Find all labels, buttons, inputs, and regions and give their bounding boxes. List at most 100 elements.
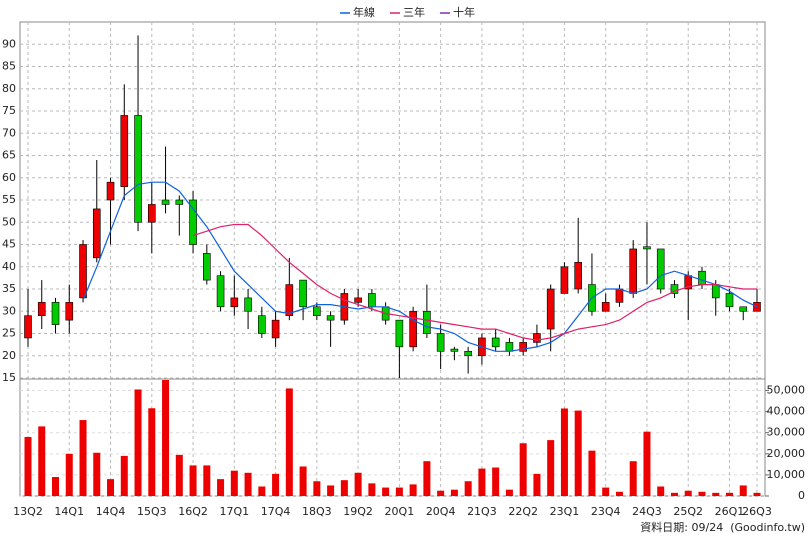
y2-tick-label: 40,000 xyxy=(767,405,806,418)
volume-bar xyxy=(354,472,362,496)
x-tick-label: 16Q2 xyxy=(178,505,208,518)
volume-bar xyxy=(327,485,335,496)
volume-bar xyxy=(588,450,596,496)
candle-body xyxy=(313,306,321,316)
candle-body xyxy=(189,199,197,245)
candle-body xyxy=(615,288,624,303)
volume-bar xyxy=(285,388,293,496)
y2-tick-label: 20,000 xyxy=(767,447,806,460)
candle-body xyxy=(670,284,679,294)
volume-bar xyxy=(409,484,417,496)
candle-body xyxy=(65,302,74,321)
candle-body xyxy=(120,115,129,187)
candle-body xyxy=(24,315,32,339)
y-tick-label: 60 xyxy=(2,171,16,184)
volume-bar xyxy=(629,461,637,496)
candle-body xyxy=(147,204,156,223)
y-tick-label: 15 xyxy=(2,371,16,384)
y-tick-label: 35 xyxy=(2,282,16,295)
y2-tick-label: 30,000 xyxy=(767,426,806,439)
candle-body xyxy=(643,246,651,250)
candle-body xyxy=(92,208,101,259)
volume-bar xyxy=(203,465,211,496)
y-tick-label: 20 xyxy=(2,349,16,362)
candle-body xyxy=(656,248,665,290)
x-tick-label: 26Q3 xyxy=(742,505,772,518)
volume-bar xyxy=(684,490,692,496)
candle-body xyxy=(436,333,445,352)
footnote: 資料日期: 09/24 (Goodinfo.tw) xyxy=(640,520,805,534)
volume-bar xyxy=(547,440,555,496)
candle-body xyxy=(51,302,60,325)
candle-body xyxy=(423,310,431,334)
volume-bar xyxy=(753,492,761,496)
volume-bar xyxy=(272,473,280,496)
candle-body xyxy=(354,297,362,303)
volume-bar xyxy=(519,443,527,496)
candle-body xyxy=(258,315,266,334)
candle-body xyxy=(79,244,87,299)
candle-body xyxy=(134,115,142,223)
x-tick-label: 17Q1 xyxy=(219,505,249,518)
y-tick-label: 75 xyxy=(2,104,16,117)
y2-tick-label: 10,000 xyxy=(767,468,806,481)
volume-bar xyxy=(382,487,390,496)
y-tick-label: 25 xyxy=(2,327,16,340)
y-tick-label: 40 xyxy=(2,260,16,273)
candle-body xyxy=(519,342,527,352)
volume-bar xyxy=(340,480,348,496)
volume-bar xyxy=(38,426,46,496)
legend-label: 年線 xyxy=(353,5,375,19)
candle-body xyxy=(161,199,170,205)
x-tick-label: 25Q2 xyxy=(673,505,703,518)
candle-body xyxy=(725,293,734,308)
candle-body xyxy=(753,302,761,312)
legend-label: 三年 xyxy=(403,5,425,19)
volume-bar xyxy=(698,491,706,496)
candle-body xyxy=(285,284,294,316)
candle-body xyxy=(244,297,252,312)
legend-label: 十年 xyxy=(453,5,475,19)
volume-bar xyxy=(712,492,720,496)
volume-bar xyxy=(505,489,513,496)
candle-body xyxy=(629,248,638,294)
candle-body xyxy=(546,288,555,330)
volume-bar xyxy=(299,466,307,496)
volume-bar xyxy=(478,468,486,496)
volume-bar xyxy=(423,461,431,496)
candle-body xyxy=(271,319,280,339)
volume-bar xyxy=(643,431,651,496)
volume-bar xyxy=(437,490,445,496)
volume-bar xyxy=(79,420,87,496)
volume-bar xyxy=(244,472,252,496)
volume-bar xyxy=(162,380,170,496)
y-tick-label: 45 xyxy=(2,238,16,251)
ma-line xyxy=(192,223,757,341)
volume-bar xyxy=(395,487,403,496)
x-tick-label: 14Q1 xyxy=(54,505,84,518)
volume-bar xyxy=(492,467,500,496)
x-tick-label: 24Q3 xyxy=(632,505,662,518)
y-tick-label: 80 xyxy=(2,82,16,95)
candle-body xyxy=(299,279,307,308)
volume-bar xyxy=(450,489,458,496)
candle-body xyxy=(175,199,184,205)
x-tick-label: 20Q1 xyxy=(385,505,415,518)
x-tick-label: 18Q3 xyxy=(302,505,332,518)
volume-bar xyxy=(52,477,60,496)
candle-body xyxy=(409,310,417,348)
volume-bar xyxy=(560,408,568,496)
volume-bar xyxy=(657,486,665,496)
volume-bar xyxy=(739,485,747,496)
x-tick-label: 23Q1 xyxy=(550,505,580,518)
x-tick-label: 14Q4 xyxy=(96,505,126,518)
x-tick-label: 23Q4 xyxy=(591,505,621,518)
volume-bar xyxy=(217,479,225,496)
x-tick-label: 17Q4 xyxy=(261,505,291,518)
candle-body xyxy=(216,275,225,308)
volume-bar xyxy=(533,473,541,496)
volume-bar xyxy=(189,465,197,496)
volume-bar xyxy=(134,389,142,496)
volume-bar xyxy=(464,481,472,496)
